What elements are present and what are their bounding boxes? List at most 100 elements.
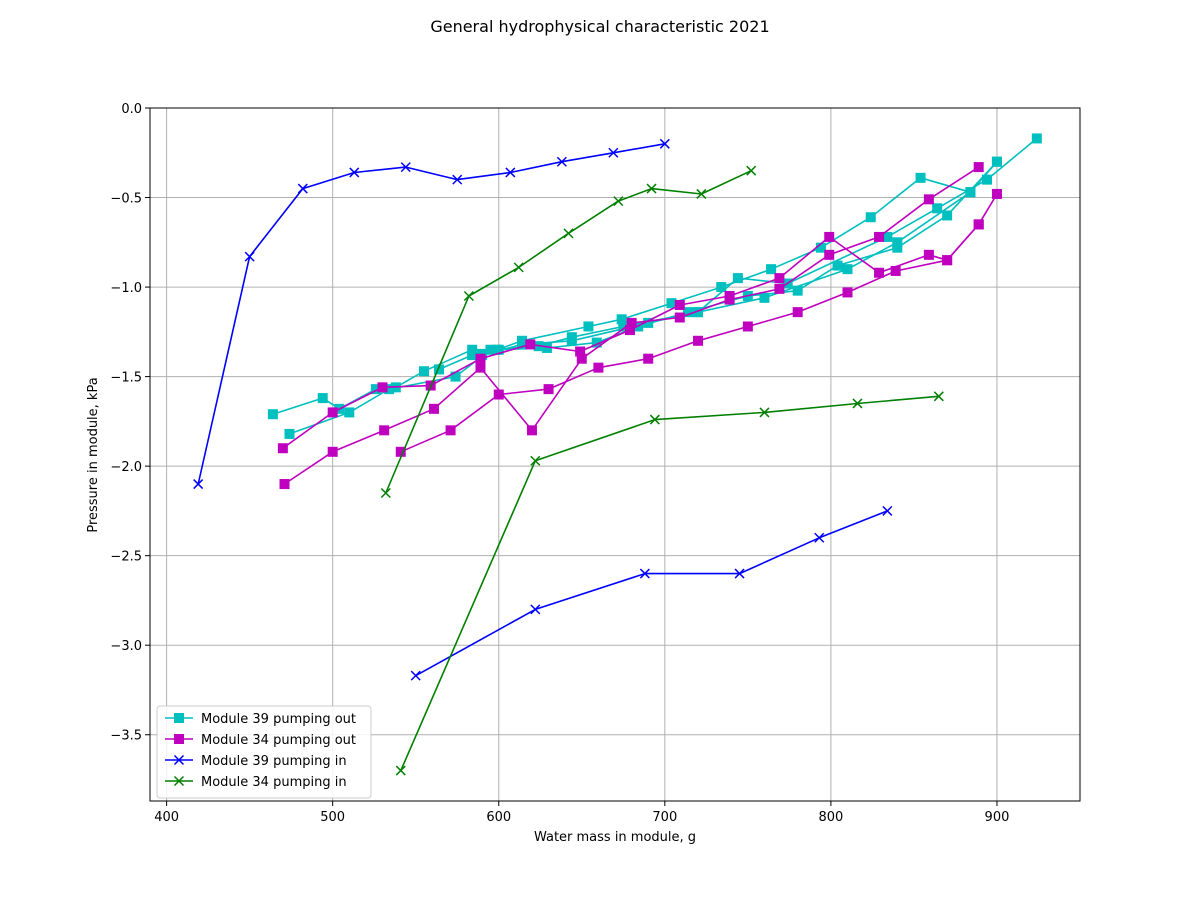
legend-marker xyxy=(173,775,185,787)
data-point xyxy=(965,187,976,198)
data-point xyxy=(525,339,536,350)
plot-frame xyxy=(149,107,1081,802)
data-point xyxy=(824,231,835,242)
data-point xyxy=(792,307,803,318)
data-point xyxy=(410,670,421,681)
y-axis-title: Pressure in module, kPa xyxy=(86,377,101,532)
data-point xyxy=(576,353,587,364)
data-point xyxy=(674,299,685,310)
data-point xyxy=(543,384,554,395)
data-point xyxy=(556,156,567,167)
grid xyxy=(150,107,1080,801)
chart-title: General hydrophysical characteristic 202… xyxy=(430,17,769,36)
data-point xyxy=(505,167,516,178)
ticks: 400 500 600 700 800 900 0.0 −0.5 −1.0 −1.5 −2.0 −2.… xyxy=(110,102,1009,825)
y-tick-label: −1.0 xyxy=(110,281,142,296)
series-line xyxy=(415,510,888,677)
x-axis-title: Water mass in module, g xyxy=(534,830,696,845)
data-point xyxy=(666,298,677,309)
data-point xyxy=(463,290,474,302)
y-tick-label: 0.0 xyxy=(121,102,142,117)
data-point xyxy=(852,398,863,409)
series-line xyxy=(400,395,939,771)
series-2 xyxy=(277,162,1002,490)
data-point xyxy=(774,273,785,284)
data-point xyxy=(646,183,657,194)
data-point xyxy=(317,393,328,404)
data-point xyxy=(395,765,406,776)
data-point xyxy=(814,532,825,543)
legend-item: Module 39 pumping out xyxy=(165,712,356,727)
y-tick-label: −2.0 xyxy=(110,460,142,475)
data-point xyxy=(445,425,456,436)
data-point xyxy=(526,425,537,436)
data-point xyxy=(513,262,524,273)
data-point xyxy=(244,251,255,262)
legend-item: Module 34 pumping in xyxy=(165,775,347,790)
legend-label: Module 39 pumping out xyxy=(201,712,356,727)
y-tick-label: −3.0 xyxy=(110,639,142,654)
data-point xyxy=(746,165,757,176)
data-point xyxy=(530,604,541,615)
data-point xyxy=(865,212,876,223)
legend-label: Module 34 pumping in xyxy=(201,775,347,790)
data-point xyxy=(842,264,853,275)
data-point xyxy=(277,443,288,454)
series-layer xyxy=(193,133,1042,776)
data-point xyxy=(649,414,660,425)
legend-marker xyxy=(174,734,184,744)
x-tick-label: 500 xyxy=(320,810,345,825)
data-point xyxy=(659,138,670,149)
data-point xyxy=(724,294,735,305)
data-point xyxy=(892,237,903,248)
series-1 xyxy=(267,133,1042,439)
data-point xyxy=(766,264,777,275)
data-point xyxy=(991,156,1002,167)
data-point xyxy=(327,407,338,418)
y-tick-label: −1.5 xyxy=(110,371,142,386)
data-point xyxy=(419,366,430,377)
legend-item: Module 34 pumping out xyxy=(165,733,356,748)
series-4 xyxy=(380,165,944,776)
legend-marker xyxy=(173,754,185,766)
data-point xyxy=(379,425,390,436)
data-point xyxy=(693,335,704,346)
data-point xyxy=(942,210,953,221)
data-point xyxy=(613,196,624,207)
data-point xyxy=(583,321,594,332)
data-point xyxy=(1031,133,1042,144)
x-tick-label: 800 xyxy=(818,810,843,825)
data-point xyxy=(991,188,1002,199)
data-point xyxy=(563,228,574,239)
data-point xyxy=(428,403,439,414)
y-tick-label: −0.5 xyxy=(110,192,142,207)
data-point xyxy=(327,446,338,457)
data-point xyxy=(882,505,893,516)
data-point xyxy=(942,255,953,266)
data-point xyxy=(742,321,753,332)
data-point xyxy=(279,479,290,490)
data-point xyxy=(643,353,654,364)
y-tick-label: −2.5 xyxy=(110,550,142,565)
data-point xyxy=(982,174,992,185)
legend-label: Module 39 pumping in xyxy=(201,754,347,769)
data-point xyxy=(267,409,278,420)
data-point xyxy=(626,317,637,328)
series-line xyxy=(385,169,752,494)
data-point xyxy=(566,335,577,346)
data-point xyxy=(608,147,619,158)
data-point xyxy=(933,391,944,402)
data-point xyxy=(824,249,835,260)
data-point xyxy=(732,273,743,284)
data-point xyxy=(467,350,478,361)
data-point xyxy=(193,479,204,490)
data-point xyxy=(452,174,463,185)
data-point xyxy=(832,260,843,271)
data-point xyxy=(674,312,685,323)
x-tick-label: 900 xyxy=(985,810,1010,825)
data-point xyxy=(380,487,391,499)
data-point xyxy=(297,183,308,194)
data-point xyxy=(734,568,745,579)
data-point xyxy=(400,162,411,173)
